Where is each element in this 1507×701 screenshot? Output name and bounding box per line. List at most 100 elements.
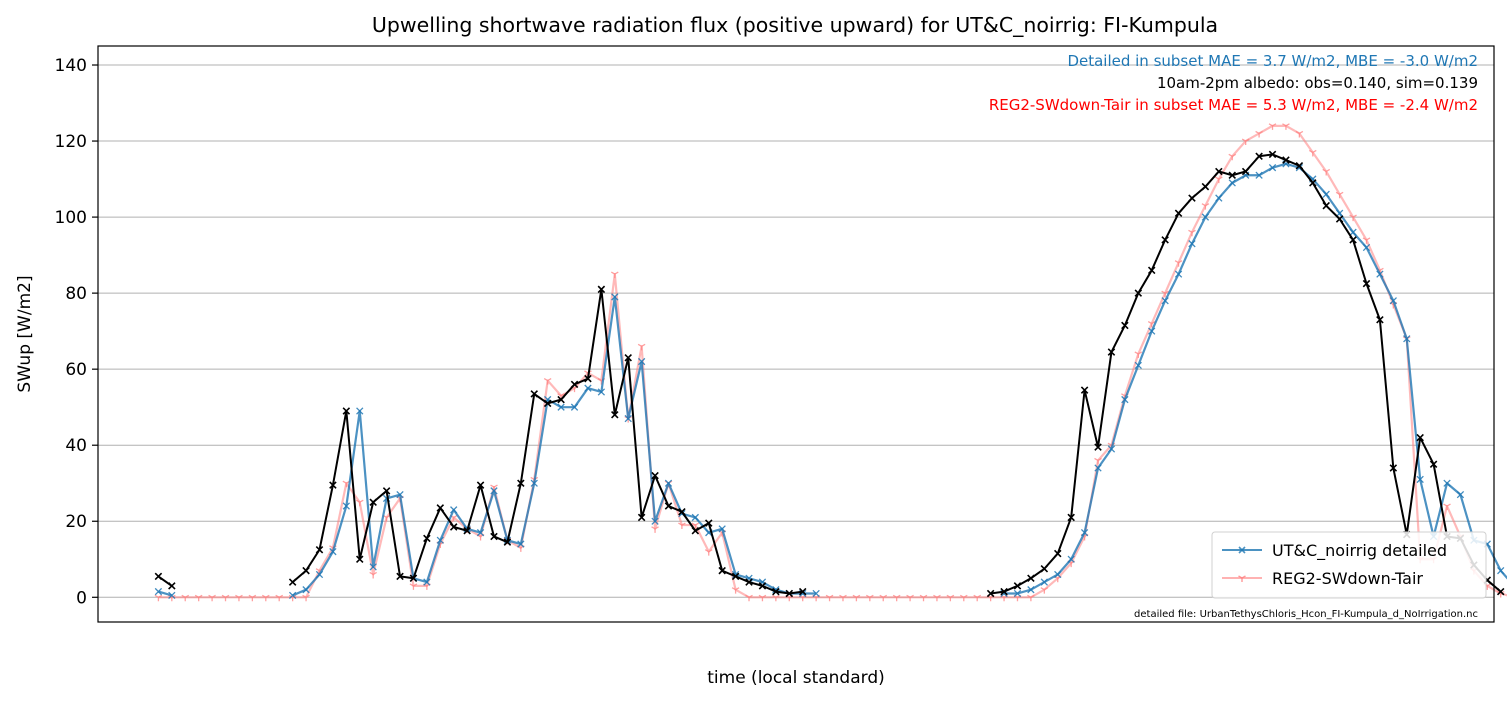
series-reg2-point: [1201, 203, 1210, 210]
series-obs-point: [1389, 464, 1398, 472]
series-detailed-point: [570, 403, 579, 411]
series-reg2-point: [825, 594, 834, 602]
series-obs-point: [449, 523, 458, 531]
series-reg2-point: [1188, 229, 1196, 237]
legend-box: [1211, 531, 1487, 599]
plot-frame: [97, 45, 1495, 623]
series-obs-point: [1040, 565, 1049, 573]
series-obs-point: [1107, 348, 1116, 356]
series-detailed-point: [315, 570, 324, 579]
series-detailed-point: [1027, 586, 1035, 594]
series-reg2-point: [879, 594, 888, 602]
series-detailed-point: [302, 586, 310, 594]
series-detailed-point: [490, 487, 498, 495]
series-detailed-line: [1004, 162, 1507, 595]
series-obs-point: [168, 582, 176, 590]
major-grid: [98, 64, 1494, 598]
series-obs-point: [1147, 266, 1156, 275]
series-obs-point: [1295, 161, 1304, 170]
series-reg2-point: [409, 583, 418, 590]
series-obs: [154, 150, 1505, 598]
series-obs-point: [517, 479, 525, 487]
series-obs-point: [785, 589, 794, 598]
series-obs-point: [1241, 167, 1250, 176]
series-reg2-point: [1443, 503, 1451, 511]
series-obs-point: [1362, 279, 1371, 288]
annotation-reg2-stats: REG2-SWdown-Tair in subset MAE = 5.3 W/m…: [989, 96, 1478, 114]
series-obs-point: [463, 526, 471, 535]
series-obs-point: [1201, 182, 1210, 191]
series-reg2-point: [1308, 149, 1317, 157]
series-detailed-point: [597, 388, 606, 396]
series-obs-point: [1188, 194, 1196, 202]
series-obs-point: [543, 399, 552, 408]
series-reg2-point: [933, 594, 941, 602]
series-detailed-point: [476, 528, 485, 537]
series-obs-point: [342, 407, 351, 415]
y-tick-label: 60: [65, 360, 87, 380]
series-obs-point: [1134, 289, 1143, 297]
series-obs-point: [1322, 201, 1330, 210]
series-obs-point: [678, 507, 686, 516]
series-obs-point: [315, 545, 324, 554]
series-obs-point: [1121, 321, 1129, 330]
series-obs-point: [1255, 152, 1263, 161]
series-reg2-point: [839, 594, 847, 602]
series-reg2-point: [261, 594, 270, 602]
series-reg2-point: [1255, 130, 1263, 138]
series-reg2-point: [1268, 123, 1277, 130]
series-reg2-point: [208, 594, 216, 602]
series-reg2-point: [1040, 587, 1049, 594]
series-detailed-point: [637, 357, 646, 366]
series-detailed-point: [396, 490, 404, 499]
y-tick-label: 20: [65, 512, 87, 532]
series-obs-point: [1376, 315, 1384, 324]
series-reg2-point: [892, 594, 901, 602]
series-detailed-point: [1201, 213, 1210, 221]
series-detailed-point: [342, 502, 350, 510]
series-reg2-point: [1349, 214, 1357, 222]
series-obs-point: [409, 574, 418, 583]
series-detailed-point: [1215, 194, 1223, 202]
series-obs-point: [611, 411, 619, 419]
series-detailed-point: [624, 414, 632, 423]
series-obs-point: [1215, 167, 1223, 176]
series-obs-point: [745, 578, 753, 586]
y-axis: 0 20 40 60 80 100 120 140: [55, 56, 98, 608]
series-obs-point: [369, 498, 377, 507]
series-obs-point: [1496, 587, 1505, 596]
series-detailed-point: [1134, 361, 1142, 370]
series-reg2: [154, 123, 1507, 602]
series-detailed-point: [1040, 578, 1048, 586]
series-obs-point: [1335, 215, 1344, 223]
series-obs-point: [503, 538, 512, 546]
series-obs-point: [1027, 574, 1035, 583]
series-reg2-point: [637, 343, 646, 351]
series-detailed-point: [1443, 479, 1451, 487]
series-obs-point: [436, 504, 445, 512]
series-obs-point: [1094, 443, 1102, 451]
series-obs-point: [731, 572, 740, 581]
series-obs-point: [704, 519, 713, 527]
y-tick-label: 0: [76, 588, 87, 608]
series-obs-point: [1429, 460, 1438, 468]
series-reg2-point: [1241, 138, 1250, 146]
series-detailed-point: [1054, 570, 1062, 579]
series-reg2-point: [248, 594, 257, 602]
series-detailed-point: [1403, 335, 1411, 343]
series-reg2-point: [651, 526, 659, 533]
series-detailed-point: [1416, 475, 1424, 484]
series-obs-point: [570, 380, 579, 389]
series-obs-point: [355, 555, 364, 564]
series-detailed-point: [557, 403, 565, 411]
series-detailed-point: [450, 506, 458, 514]
series-obs-point: [624, 353, 632, 362]
series-obs-point: [530, 390, 539, 398]
series-reg2-point: [973, 594, 982, 602]
series-obs-point: [490, 532, 498, 541]
series-reg2-point: [1295, 130, 1304, 138]
series-detailed-point: [1349, 228, 1357, 236]
y-tick-label: 120: [55, 132, 87, 152]
annotation-albedo: 10am-2pm albedo: obs=0.140, sim=0.139: [1157, 74, 1478, 92]
series-obs-point: [382, 487, 391, 495]
